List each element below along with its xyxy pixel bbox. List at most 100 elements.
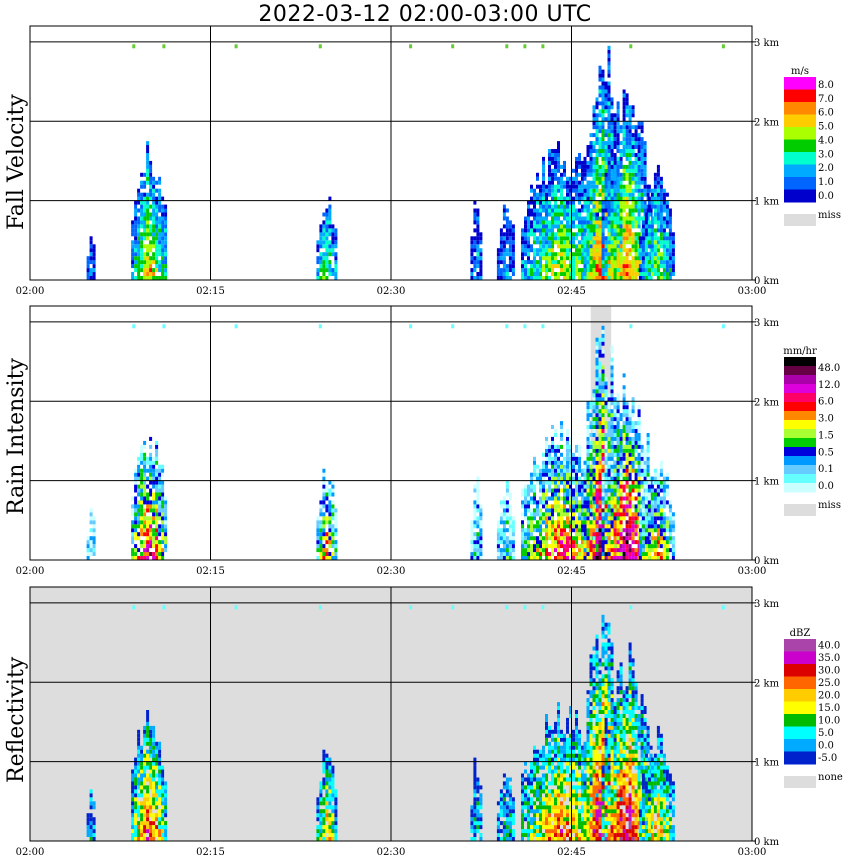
heatmap-cell [569,224,572,229]
heatmap-cell [533,276,536,280]
heatmap-cell [140,749,144,754]
heatmap-cell [640,452,644,457]
heatmap-cell [524,500,527,505]
heatmap-cell [143,496,147,501]
heatmap-cell [601,85,605,90]
heatmap-cell [659,516,663,521]
heatmap-cell [668,268,672,273]
heatmap-cell [619,528,623,533]
heatmap-cell [601,516,605,521]
heatmap-cell [545,216,548,221]
heatmap-cell [533,544,536,549]
heatmap-cell [557,532,560,537]
heatmap-cell [634,141,638,146]
heatmap-cell [581,228,584,233]
heatmap-cell [610,440,614,445]
heatmap-cell [613,121,617,126]
heatmap-cell [545,488,548,493]
panel-2-heatmap [86,324,725,560]
heatmap-cell [530,264,533,269]
heatmap-cell [563,544,566,549]
heatmap-cell [598,129,602,134]
heatmap-cell [586,504,590,509]
heatmap-cell [631,425,635,429]
heatmap-cell [319,504,323,509]
heatmap-cell [595,236,599,241]
heatmap-cell [595,397,599,402]
heatmap-cell [625,113,629,118]
heatmap-cell [140,785,144,790]
heatmap-cell [557,460,560,465]
heatmap-cell [604,389,608,394]
heatmap-cell [542,484,545,489]
heatmap-cell [149,516,153,521]
heatmap-cell [557,156,560,161]
heatmap-cell [628,500,632,505]
legend-swatch [784,411,816,421]
heatmap-cell [613,504,617,509]
heatmap-cell [589,153,593,157]
heatmap-cell [598,228,602,233]
heatmap-cell [164,260,168,265]
heatmap-cell [593,484,596,489]
heatmap-cell [89,821,93,826]
heatmap-cell [575,444,578,449]
heatmap-cell [161,516,165,521]
heatmap-cell [470,528,474,533]
heatmap-cell [598,113,602,118]
heatmap-cell [622,129,626,134]
heatmap-cell [653,512,657,517]
heatmap-cell [143,476,147,481]
heatmap-cell [155,196,159,201]
heatmap-cell [533,228,536,233]
heatmap-cell [604,460,608,465]
heatmap-cell [551,536,554,541]
heatmap-cell [634,524,638,529]
heatmap-cell [152,500,156,505]
legend-swatch [784,438,816,448]
heatmap-cell [161,220,165,225]
heatmap-cell [598,168,602,173]
heatmap-cell [598,556,602,560]
heatmap-cell [325,540,329,545]
heatmap-cell [638,264,642,269]
heatmap-cell [325,492,329,497]
heatmap-cell [158,480,162,485]
heatmap-cell [523,44,527,49]
heatmap-cell [155,224,159,229]
heatmap-cell [155,240,159,245]
heatmap-cell [607,184,611,189]
heatmap-cell [149,232,153,237]
heatmap-cell [628,276,632,280]
heatmap-cell [653,244,657,249]
heatmap-cell [554,520,557,525]
heatmap-cell [662,532,666,537]
heatmap-cell [644,544,648,549]
heatmap-cell [592,389,596,394]
heatmap-cell [613,444,617,449]
heatmap-cell [158,200,162,205]
heatmap-cell [640,176,644,181]
heatmap-cell [542,196,545,201]
heatmap-cell [610,121,614,126]
heatmap-cell [662,256,666,261]
heatmap-cell [625,464,629,469]
heatmap-cell [554,172,557,177]
heatmap-cell [155,220,159,225]
heatmap-cell [653,488,657,493]
heatmap-cell [595,496,599,501]
heatmap-cell [589,496,593,501]
heatmap-cell [601,260,605,265]
heatmap-cell [610,540,614,545]
heatmap-cell [545,252,548,257]
heatmap-cell [625,409,629,414]
heatmap-cell [613,272,617,276]
heatmap-cell [542,164,545,169]
heatmap-cell [619,540,623,545]
heatmap-cell [659,556,663,560]
heatmap-cell [164,504,168,509]
heatmap-cell [656,268,660,273]
heatmap-cell [659,204,663,209]
heatmap-cell [613,413,617,418]
heatmap-cell [505,500,509,505]
